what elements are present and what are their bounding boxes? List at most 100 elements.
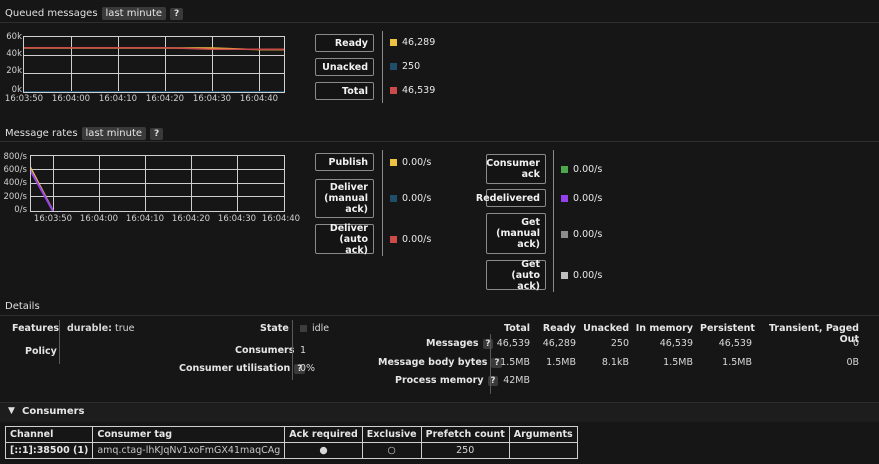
y-tick: 600/s — [3, 165, 27, 175]
process-memory-help-button[interactable]: ? — [487, 376, 499, 386]
rates-range-selector[interactable]: last minute — [81, 127, 147, 140]
legend-redelivered-button[interactable]: Redelivered — [476, 189, 546, 207]
queued-help-button[interactable]: ? — [170, 7, 184, 20]
queued-plot-area — [23, 36, 285, 93]
legend-get-auto-value: 0.00/s — [561, 270, 602, 281]
stats-cell: 46,539 — [496, 338, 530, 349]
consumer-tag-cell: amq.ctag-lhKJqNv1xoFmGX41maqCAg — [92, 442, 286, 459]
utilisation-help-button[interactable]: ? — [294, 364, 306, 374]
legend-get-auto-button[interactable]: Get (auto ack) — [486, 259, 546, 292]
legend-ready-button[interactable]: Ready — [315, 34, 374, 52]
rates-lines — [31, 166, 54, 211]
col-consumer-tag: Consumer tag — [92, 426, 286, 443]
consumers-count-label: Consumers — [235, 345, 295, 356]
collapse-triangle-icon[interactable]: ▼ — [8, 406, 15, 416]
legend-separator — [553, 150, 554, 292]
stats-header-in-memory: In memory — [635, 323, 693, 334]
consumers-section-header[interactable]: ▼ Consumers — [0, 402, 879, 422]
stats-row-label: Process memory? — [395, 375, 499, 386]
x-tick: 16:04:10 — [125, 214, 165, 224]
stats-cell: 1.5MB — [663, 357, 693, 368]
divider — [0, 141, 879, 142]
stats-cell: 46,539 — [718, 338, 752, 349]
stats-header-transient: Transient, Paged Out — [768, 323, 859, 345]
stats-header-total: Total — [504, 323, 530, 334]
x-tick: 16:04:30 — [217, 214, 257, 224]
stats-cell: 1.5MB — [546, 357, 576, 368]
y-tick: 800/s — [3, 152, 27, 162]
x-tick: 16:04:00 — [51, 94, 91, 104]
consumers-title: Consumers — [22, 406, 85, 417]
legend-ready-value: 46,289 — [390, 37, 435, 48]
features-value: durable: true — [67, 323, 135, 334]
state-value: idle — [300, 323, 329, 334]
divider — [0, 315, 879, 316]
messages-help-button[interactable]: ? — [482, 339, 494, 349]
details-separator — [59, 320, 60, 364]
x-tick: 16:04:00 — [79, 214, 119, 224]
y-tick: 0/s — [14, 205, 27, 215]
details-separator — [490, 334, 491, 394]
consumer-utilisation-label: Consumer utilisation? — [179, 363, 306, 374]
stats-cell: 1.5MB — [722, 357, 752, 368]
policy-label: Policy — [25, 346, 57, 357]
x-tick: 16:04:30 — [192, 94, 232, 104]
col-ack-required: Ack required — [284, 426, 363, 443]
legend-deliver-auto-button[interactable]: Deliver (auto ack) — [315, 223, 374, 256]
rates-plot-area — [30, 155, 285, 212]
arguments-cell — [508, 442, 578, 459]
y-tick: 60k — [6, 32, 22, 42]
queued-range-selector[interactable]: last minute — [101, 7, 167, 20]
features-label: Features — [12, 323, 60, 334]
legend-deliver-auto-value: 0.00/s — [390, 234, 431, 245]
stats-cell: 42MB — [503, 375, 530, 386]
legend-consumer-ack-button[interactable]: Consumer ack — [486, 154, 546, 184]
col-arguments: Arguments — [508, 426, 578, 443]
x-tick: 16:04:20 — [145, 94, 185, 104]
legend-unacked-value: 250 — [390, 61, 420, 72]
legend-deliver-manual-button[interactable]: Deliver (manual ack) — [315, 179, 374, 218]
consumers-count-value: 1 — [300, 345, 307, 356]
stats-cell: 1.5MB — [500, 357, 530, 368]
legend-unacked-button[interactable]: Unacked — [315, 58, 374, 76]
y-tick: 0k — [11, 85, 22, 95]
legend-total-value: 46,539 — [390, 85, 435, 96]
rates-help-button[interactable]: ? — [150, 127, 164, 140]
queued-lines — [24, 47, 284, 92]
legend-get-manual-button[interactable]: Get (manual ack) — [486, 213, 546, 254]
stats-cell: 46,289 — [542, 338, 576, 349]
legend-separator — [382, 31, 383, 103]
stats-header-persistent: Persistent — [700, 323, 755, 334]
x-tick: 16:04:40 — [261, 214, 301, 224]
x-tick: 16:04:20 — [171, 214, 211, 224]
stats-cell: 8.1kB — [601, 357, 629, 368]
queued-messages-title: Queued messages — [5, 8, 98, 19]
legend-separator — [382, 150, 383, 256]
stats-cell: 250 — [610, 338, 629, 349]
x-tick: 16:04:10 — [98, 94, 138, 104]
y-tick: 400/s — [3, 178, 27, 188]
consumers-table: Channel Consumer tag Ack required Exclus… — [4, 426, 578, 459]
stats-cell: 0 — [852, 338, 859, 349]
legend-total-button[interactable]: Total — [315, 82, 374, 100]
legend-publish-button[interactable]: Publish — [315, 153, 374, 171]
y-tick: 40k — [6, 49, 22, 59]
legend-get-manual-value: 0.00/s — [561, 229, 602, 240]
body-bytes-help-button[interactable]: ? — [491, 358, 503, 368]
prefetch-cell: 250 — [420, 442, 510, 459]
details-title: Details — [5, 301, 40, 312]
divider — [0, 22, 879, 23]
message-rates-header: Message rates last minute ? — [5, 127, 164, 140]
consumers-header-row: Channel Consumer tag Ack required Exclus… — [4, 426, 578, 443]
channel-link[interactable]: [::1]:38500 (1) — [4, 442, 94, 459]
stats-row-label: Message body bytes? — [378, 357, 503, 368]
state-label: State — [260, 323, 289, 334]
details-separator — [292, 320, 293, 380]
stats-cell: 46,539 — [659, 338, 693, 349]
x-tick: 16:04:40 — [239, 94, 279, 104]
stats-header-unacked: Unacked — [583, 323, 629, 334]
col-exclusive: Exclusive — [361, 426, 422, 443]
legend-deliver-manual-value: 0.00/s — [390, 193, 431, 204]
consumer-utilisation-value: 0% — [300, 363, 316, 374]
legend-publish-value: 0.00/s — [390, 157, 431, 168]
